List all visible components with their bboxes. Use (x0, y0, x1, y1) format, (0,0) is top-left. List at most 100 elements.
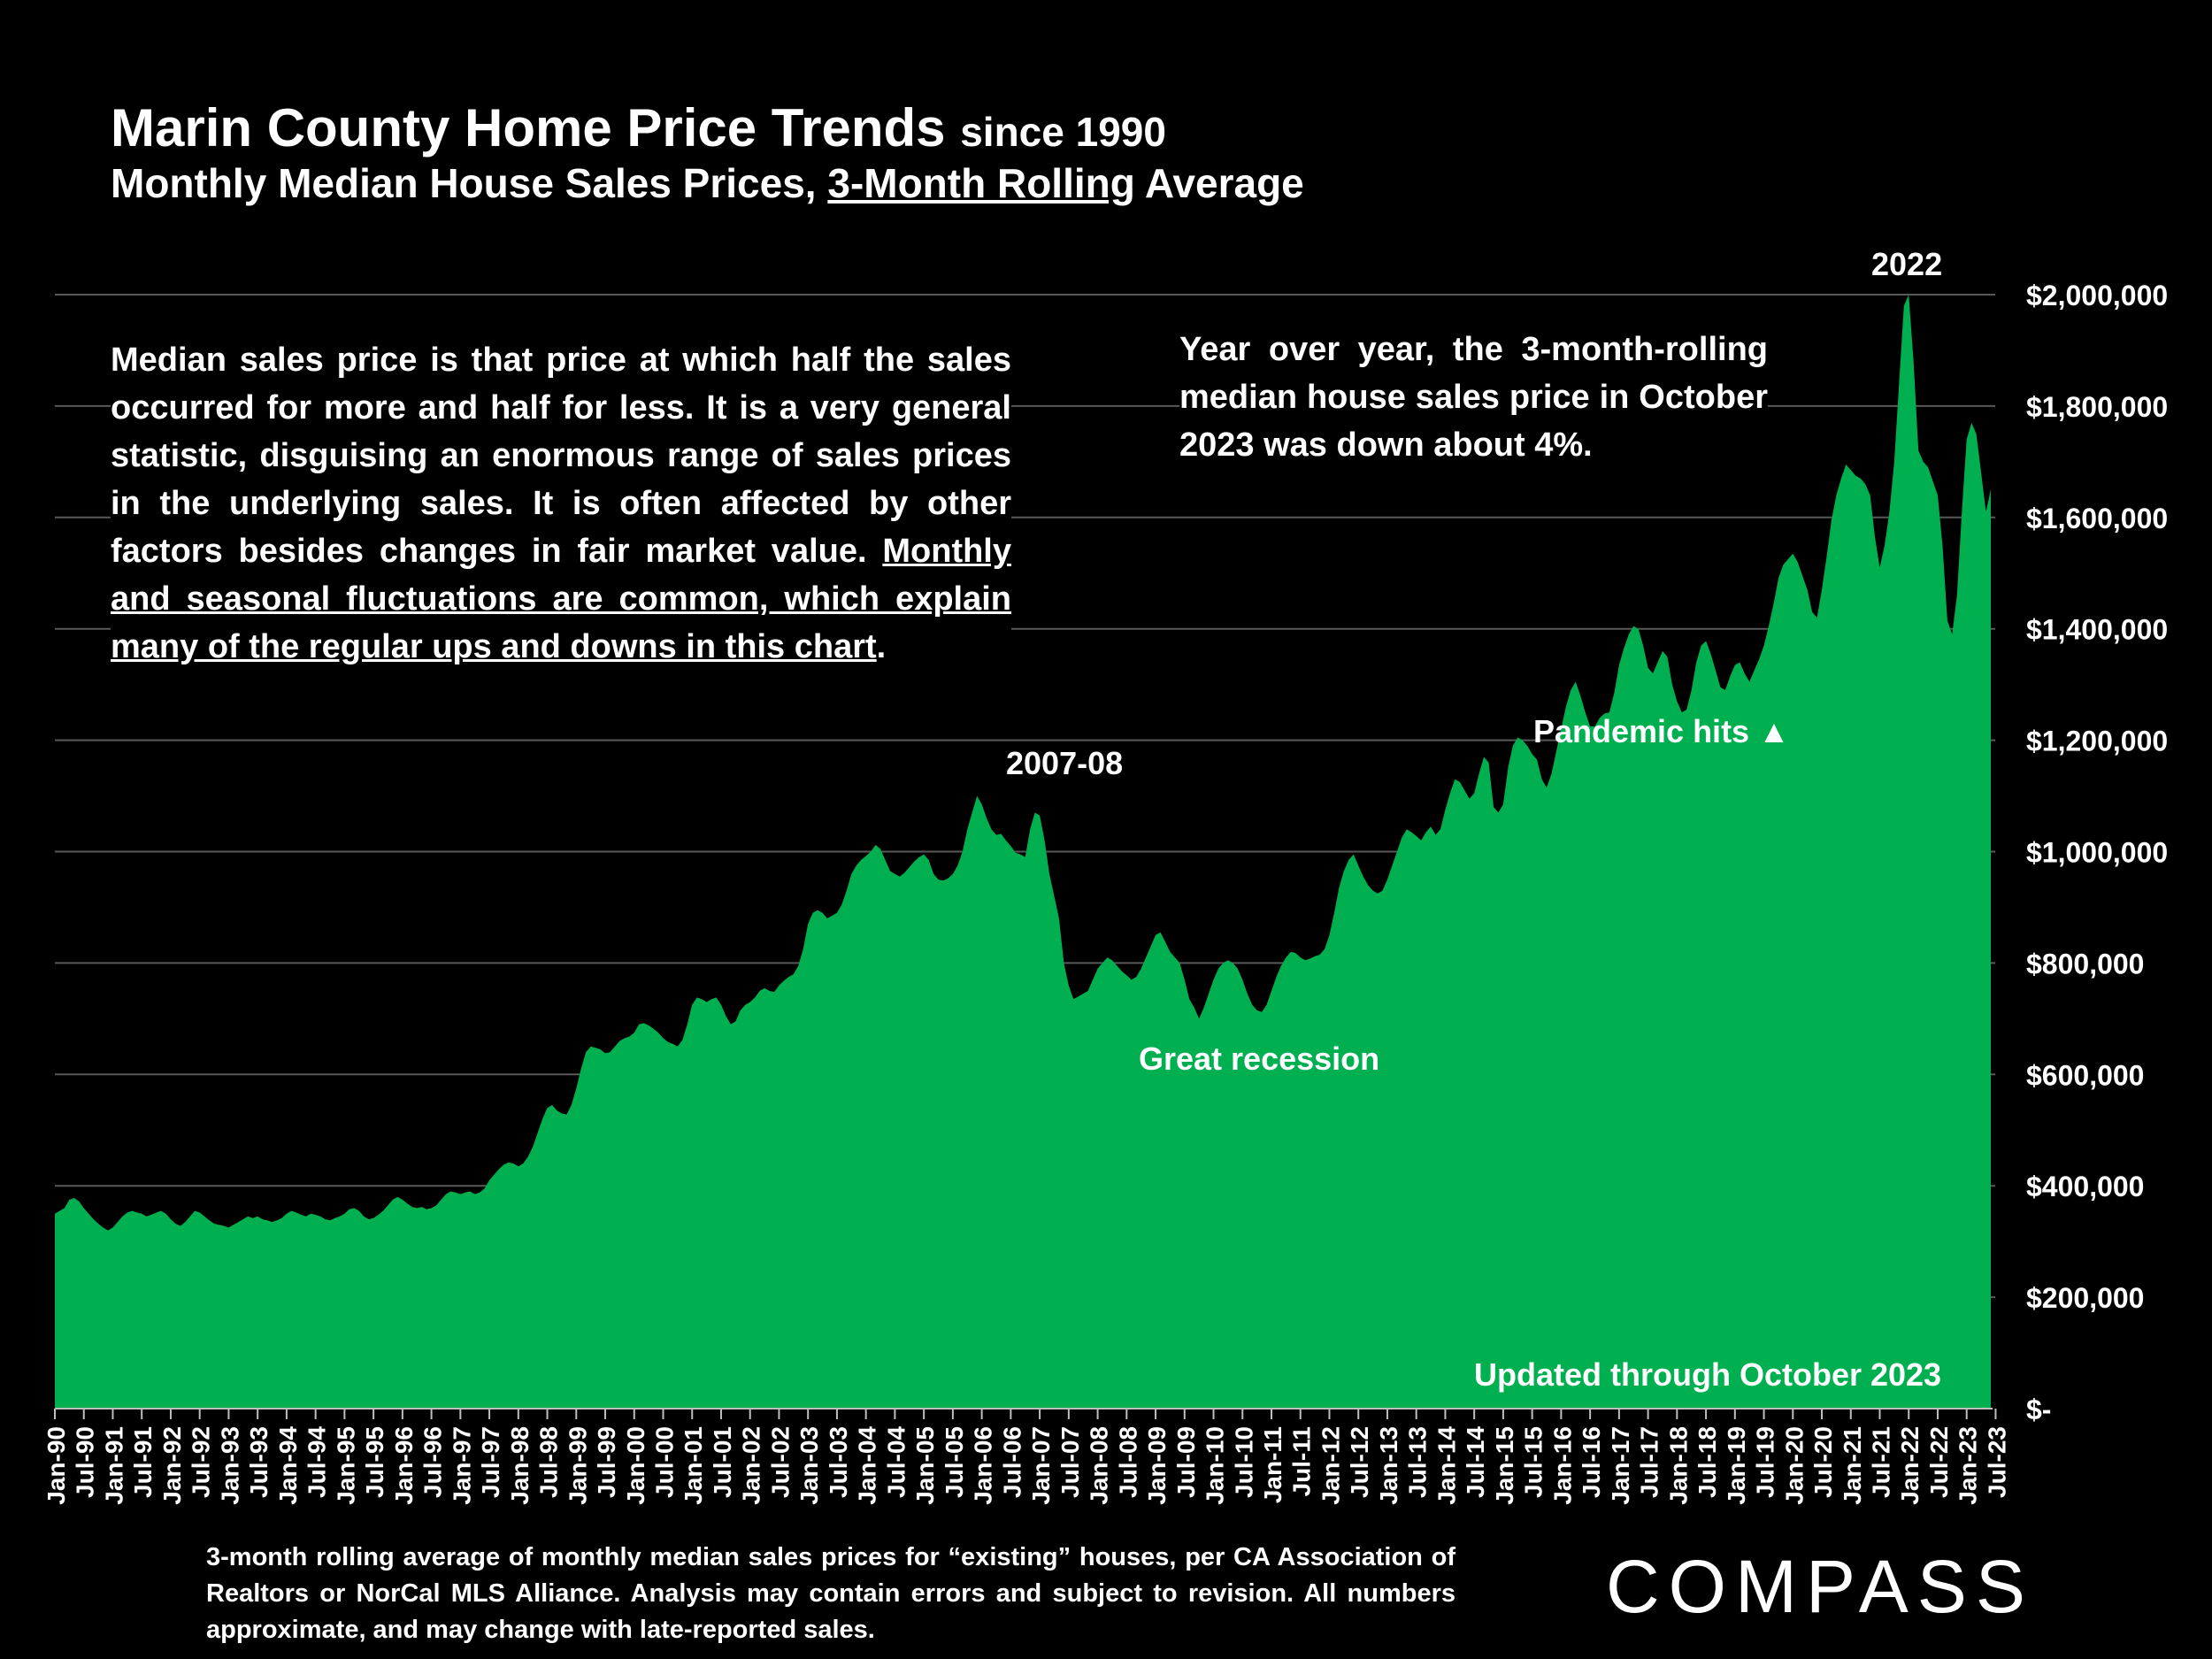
y-tick-label: $400,000 (2026, 1171, 2144, 1202)
x-tick-label: Jan-93 (216, 1426, 243, 1505)
x-tick-label: Jan-10 (1202, 1426, 1229, 1505)
y-tick-label: $1,400,000 (2026, 614, 2168, 646)
x-tick-label: Jul-07 (1056, 1426, 1084, 1498)
x-tick-label: Jan-97 (448, 1426, 475, 1505)
x-tick-label: Jul-19 (1752, 1426, 1779, 1498)
x-tick-label: Jan-90 (42, 1426, 70, 1505)
x-tick-label: Jan-05 (911, 1426, 939, 1505)
chart-subtitle: Monthly Median House Sales Prices, 3-Mon… (111, 159, 1304, 207)
x-tick-label: Jul-98 (535, 1426, 563, 1498)
annotation-great-recession: Great recession (1139, 1041, 1380, 1077)
y-tick-label: $- (2026, 1394, 2051, 1425)
x-tick-label: Jul-94 (303, 1426, 331, 1498)
x-axis-labels: Jan-90 Jul-90 Jan-91 Jul-91 Jan-92 Jul-92 Jan-… (42, 1426, 2010, 1505)
y-tick-label: $1,600,000 (2026, 503, 2168, 534)
x-tick-label: Jul-16 (1578, 1426, 1605, 1498)
x-tick-label: Jan-96 (390, 1426, 418, 1505)
x-tick-label: Jul-10 (1230, 1426, 1257, 1498)
x-tick-label: Jul-93 (245, 1426, 273, 1498)
x-tick-label: Jan-07 (1027, 1426, 1055, 1505)
x-tick-label: Jul-96 (419, 1426, 447, 1498)
x-tick-label: Jan-11 (1259, 1426, 1286, 1503)
x-tick-label: Jan-94 (274, 1426, 302, 1505)
pandemic-label: Pandemic hits (1533, 713, 1750, 749)
x-tick-label: Jan-12 (1317, 1426, 1344, 1505)
x-tick-label: Jan-04 (854, 1426, 881, 1505)
x-tick-label: Jul-21 (1868, 1426, 1895, 1498)
x-tick-label: Jan-02 (738, 1426, 765, 1505)
x-tick-label: Jan-03 (795, 1426, 823, 1505)
x-tick-label: Jan-18 (1664, 1426, 1692, 1505)
x-tick-label: Jan-15 (1491, 1426, 1518, 1505)
x-tick-label: Jan-14 (1432, 1426, 1460, 1505)
x-tick-label: Jan-92 (158, 1426, 186, 1505)
note-left-plain: Median sales price is that price at whic… (111, 342, 1011, 570)
note-left-underlined: Monthly and seasonal fluctuations are co… (111, 533, 1011, 665)
x-tick-label: Jul-91 (129, 1426, 157, 1498)
x-tick-label: Jan-98 (506, 1426, 534, 1505)
x-tick-label: Jan-23 (1955, 1426, 1982, 1505)
x-tick-label: Jan-95 (332, 1426, 359, 1505)
x-tick-label: Jul-97 (477, 1426, 504, 1498)
x-tick-label: Jul-99 (593, 1426, 620, 1498)
x-tick-label: Jan-16 (1548, 1426, 1576, 1505)
title-since: since 1990 (960, 109, 1166, 155)
y-tick-label: $800,000 (2026, 948, 2144, 979)
y-tick-label: $1,000,000 (2026, 837, 2168, 869)
x-tick-label: Jul-11 (1288, 1426, 1316, 1496)
chart-title: Marin County Home Price Trends since 199… (111, 97, 1166, 158)
annotation-pandemic: Pandemic hits ▲ (1533, 713, 1790, 750)
title-main: Marin County Home Price Trends (111, 98, 946, 157)
compass-logo: COMPASS (1606, 1545, 2034, 1628)
x-tick-label: Jul-08 (1114, 1426, 1141, 1498)
x-tick-label: Jul-09 (1172, 1426, 1200, 1498)
x-tick-label: Jul-14 (1462, 1426, 1489, 1498)
x-tick-label: Jan-19 (1723, 1426, 1750, 1505)
x-tick-label: Jan-17 (1607, 1426, 1634, 1505)
triangle-up-icon: ▲ (1758, 713, 1790, 749)
y-tick-label: $1,800,000 (2026, 391, 2168, 423)
x-axis-ticks (54, 1409, 1997, 1419)
y-tick-label: $2,000,000 (2026, 280, 2168, 311)
x-tick-label: Jul-01 (709, 1426, 736, 1498)
x-tick-label: Jan-22 (1896, 1426, 1924, 1505)
annotation-2007-08: 2007-08 (1006, 745, 1124, 781)
x-tick-label: Jan-00 (622, 1426, 649, 1505)
x-tick-label: Jul-02 (766, 1426, 794, 1498)
x-tick-label: Jul-05 (941, 1426, 968, 1498)
x-tick-label: Jan-06 (970, 1426, 997, 1505)
x-tick-label: Jul-15 (1520, 1426, 1548, 1498)
x-tick-label: Jan-91 (100, 1426, 127, 1505)
x-tick-label: Jan-09 (1143, 1426, 1171, 1505)
x-tick-label: Jul-20 (1809, 1426, 1837, 1498)
yoy-change-note: Year over year, the 3-month-rolling medi… (1179, 326, 1768, 469)
median-explanation-note: Median sales price is that price at whic… (111, 336, 1011, 671)
note-left-end: . (876, 628, 887, 665)
source-footnote: 3-month rolling average of monthly media… (206, 1543, 1455, 1644)
x-tick-label: Jul-00 (651, 1426, 679, 1498)
x-tick-label: Jan-99 (564, 1426, 591, 1505)
x-tick-label: Jul-22 (1925, 1426, 1953, 1498)
median-price-area (55, 295, 1991, 1409)
x-tick-label: Jul-18 (1694, 1426, 1721, 1498)
x-tick-label: Jan-01 (680, 1426, 707, 1505)
x-tick-label: Jul-06 (998, 1426, 1025, 1498)
x-tick-label: Jul-04 (882, 1426, 910, 1498)
y-tick-label: $1,200,000 (2026, 726, 2168, 757)
x-tick-label: Jul-23 (1983, 1426, 2010, 1498)
x-tick-label: Jul-92 (188, 1426, 215, 1498)
y-tick-label: $200,000 (2026, 1282, 2144, 1314)
x-tick-label: Jul-90 (72, 1426, 99, 1498)
y-tick-label: $600,000 (2026, 1059, 2144, 1091)
annotation-updated: Updated through October 2023 (1474, 1356, 1942, 1393)
x-tick-label: Jul-95 (361, 1426, 388, 1498)
x-tick-label: Jan-20 (1780, 1426, 1808, 1505)
x-tick-label: Jul-12 (1346, 1426, 1373, 1498)
x-tick-label: Jan-13 (1375, 1426, 1402, 1505)
subtitle-post: Average (1134, 160, 1304, 206)
x-tick-label: Jan-08 (1086, 1426, 1113, 1505)
x-tick-label: Jul-13 (1404, 1426, 1432, 1498)
subtitle-underlined: 3-Month Rolling (827, 160, 1135, 206)
y-axis-labels: $- $200,000 $400,000 $600,000 $800,000 $1,000… (2026, 280, 2168, 1425)
